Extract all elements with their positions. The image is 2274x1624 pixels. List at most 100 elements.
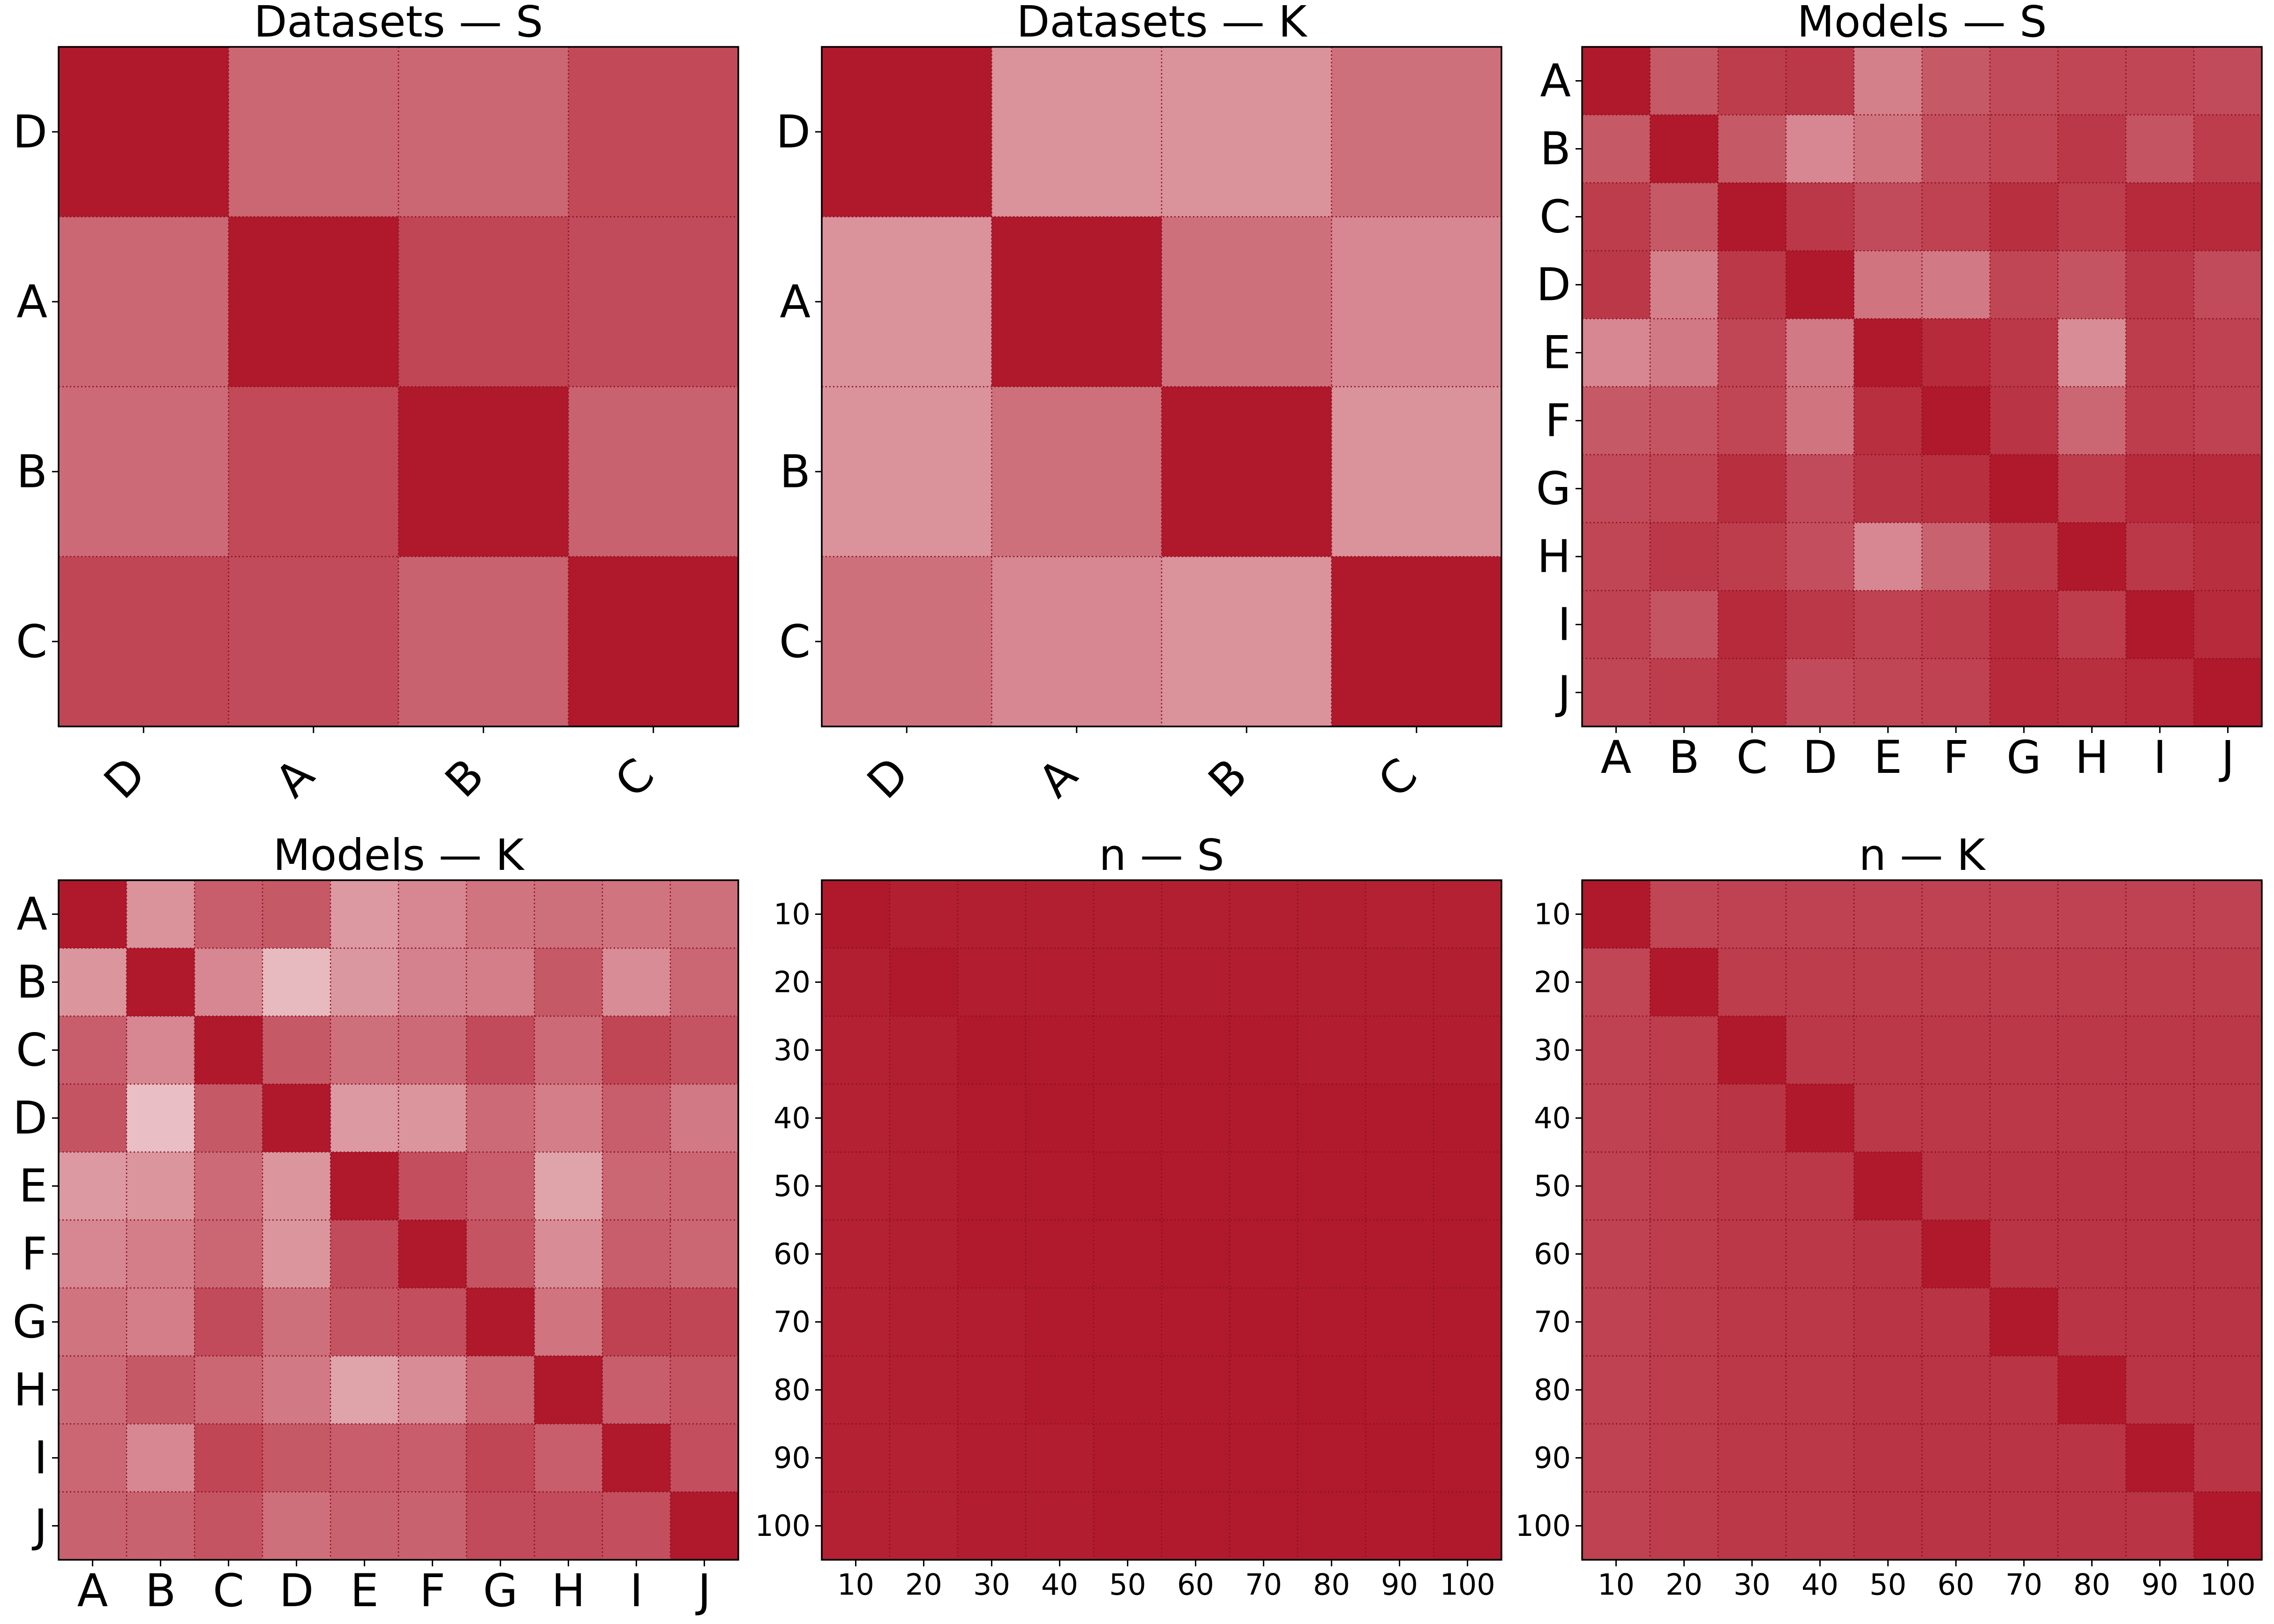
heatmap-cell bbox=[330, 1288, 398, 1356]
y-tick-label: 40 bbox=[1534, 1101, 1571, 1135]
heatmap-cell bbox=[398, 217, 569, 387]
heatmap-cell bbox=[2194, 183, 2262, 251]
heatmap-cell bbox=[1854, 1084, 1922, 1152]
heatmap-cell bbox=[1298, 1016, 1366, 1084]
heatmap-cell bbox=[1650, 1220, 1718, 1288]
x-tick-label: 10 bbox=[1598, 1567, 1635, 1602]
heatmap-cell bbox=[1786, 251, 1854, 319]
heatmap-cell bbox=[958, 1356, 1026, 1424]
panel-title: Datasets — S bbox=[254, 0, 543, 47]
heatmap-cell bbox=[1298, 1288, 1366, 1356]
heatmap-cell bbox=[1582, 319, 1650, 387]
x-tick-label: 100 bbox=[1440, 1567, 1495, 1602]
heatmap-cell bbox=[330, 1152, 398, 1220]
heatmap-cell bbox=[330, 1356, 398, 1424]
heatmap-cell bbox=[1854, 1356, 1922, 1424]
heatmap-cell bbox=[602, 1424, 670, 1492]
heatmap-cell bbox=[1366, 880, 1433, 948]
heatmap-cell bbox=[127, 1220, 195, 1288]
x-tick-label: C bbox=[1736, 731, 1768, 784]
heatmap-cell bbox=[1718, 387, 1786, 455]
heatmap-cell bbox=[534, 948, 602, 1016]
heatmap-cell bbox=[263, 1016, 330, 1084]
heatmap-cell bbox=[2194, 455, 2262, 523]
heatmap-cell bbox=[1990, 1356, 2058, 1424]
heatmap-cell bbox=[1922, 115, 1990, 183]
x-tick-label: J bbox=[695, 1564, 711, 1617]
heatmap-cell bbox=[2126, 1288, 2194, 1356]
heatmap-cell bbox=[1854, 183, 1922, 251]
panel-frame bbox=[1581, 46, 2263, 727]
heatmap-cell bbox=[1922, 1356, 1990, 1424]
heatmap-cell bbox=[1650, 880, 1718, 948]
heatmap-cell bbox=[602, 1356, 670, 1424]
heatmap-cell bbox=[1582, 1492, 1650, 1560]
heatmap-cell bbox=[1990, 1152, 2058, 1220]
heatmap-cell bbox=[1366, 1288, 1433, 1356]
x-tick-label: I bbox=[630, 1564, 643, 1617]
heatmap-cell bbox=[822, 387, 992, 557]
x-tick-label: A bbox=[77, 1564, 108, 1617]
heatmap-cell bbox=[1026, 1356, 1094, 1424]
heatmap-cell bbox=[330, 1220, 398, 1288]
heatmap-cell bbox=[602, 1220, 670, 1288]
heatmap-cell bbox=[1854, 880, 1922, 948]
x-tick-label: 30 bbox=[973, 1567, 1010, 1602]
heatmap-cell bbox=[1094, 1220, 1162, 1288]
y-tick-label: J bbox=[32, 1500, 47, 1552]
heatmap-cell bbox=[1582, 1152, 1650, 1220]
x-tick-label: D bbox=[857, 747, 919, 808]
heatmap-cell bbox=[1433, 1152, 1501, 1220]
heatmap-cell bbox=[822, 1288, 890, 1356]
heatmap-cell bbox=[466, 1220, 534, 1288]
heatmap-cell bbox=[466, 948, 534, 1016]
y-tick-label: 70 bbox=[773, 1305, 811, 1339]
heatmap-cell bbox=[2058, 591, 2126, 659]
heatmap-cell bbox=[1331, 387, 1501, 557]
heatmap-cell bbox=[1854, 1220, 1922, 1288]
heatmap-cell bbox=[466, 1356, 534, 1424]
heatmap-cell bbox=[1718, 1492, 1786, 1560]
heatmap-cell bbox=[1854, 1288, 1922, 1356]
heatmap-cell bbox=[1922, 591, 1990, 659]
heatmap-cell bbox=[534, 1220, 602, 1288]
heatmap-cell bbox=[1230, 1424, 1298, 1492]
heatmap-cell bbox=[195, 1424, 263, 1492]
heatmap-cell bbox=[1990, 1492, 2058, 1560]
heatmap-cell bbox=[398, 1016, 466, 1084]
heatmap-cell bbox=[195, 1492, 263, 1560]
heatmap-cell bbox=[2058, 319, 2126, 387]
x-tick-label: 90 bbox=[2141, 1567, 2178, 1602]
x-tick-label: 90 bbox=[1381, 1567, 1418, 1602]
heatmap-cell bbox=[1230, 1492, 1298, 1560]
heatmap-cell bbox=[1162, 1288, 1230, 1356]
heatmap-cell bbox=[958, 1152, 1026, 1220]
heatmap-cell bbox=[1650, 387, 1718, 455]
heatmap-cell bbox=[670, 1220, 738, 1288]
heatmap-cell bbox=[1650, 1356, 1718, 1424]
heatmap-cell bbox=[398, 387, 569, 557]
y-tick-label: F bbox=[1545, 395, 1571, 447]
y-tick-label: A bbox=[16, 276, 47, 328]
heatmap-cell bbox=[127, 1492, 195, 1560]
panel-frame bbox=[58, 46, 739, 727]
heatmap-cell bbox=[2126, 183, 2194, 251]
heatmap-cell bbox=[1026, 880, 1094, 948]
heatmap-cell bbox=[1582, 1356, 1650, 1424]
x-tick-label: 80 bbox=[1313, 1567, 1350, 1602]
heatmap-cell bbox=[602, 1492, 670, 1560]
heatmap-cell bbox=[2126, 387, 2194, 455]
heatmap-cell bbox=[958, 880, 1026, 948]
heatmap-cell bbox=[2126, 1152, 2194, 1220]
heatmap-cell bbox=[2126, 319, 2194, 387]
heatmap-cell bbox=[127, 1084, 195, 1152]
heatmap-cell bbox=[1298, 1220, 1366, 1288]
heatmap-cell bbox=[1922, 1288, 1990, 1356]
heatmap-cell bbox=[1366, 1084, 1433, 1152]
heatmap-cell bbox=[1854, 1152, 1922, 1220]
heatmap-cell bbox=[1718, 523, 1786, 591]
heatmap-cell bbox=[890, 1356, 958, 1424]
heatmap-cell bbox=[1922, 319, 1990, 387]
heatmap-cell bbox=[2058, 1084, 2126, 1152]
x-tick-label: B bbox=[435, 748, 494, 808]
